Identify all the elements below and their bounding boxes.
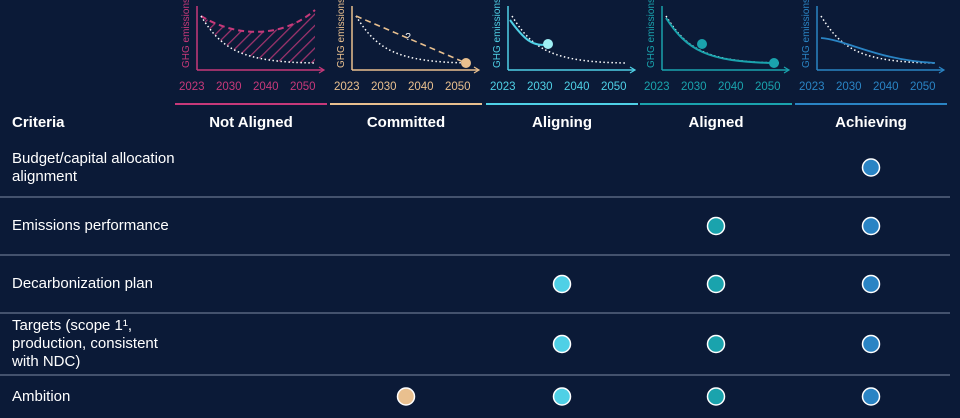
criterion-dot bbox=[706, 274, 726, 294]
x-tick-label: 2030 bbox=[216, 81, 242, 93]
x-tick-label: 2050 bbox=[910, 81, 936, 93]
criterion-dot bbox=[552, 387, 572, 406]
x-tick-label: 2030 bbox=[371, 81, 397, 93]
reference-curve bbox=[820, 15, 936, 64]
axis-arrow bbox=[938, 66, 946, 74]
x-tick-label: 2040 bbox=[253, 81, 279, 93]
x-tick-label: 2050 bbox=[601, 81, 627, 93]
x-tick-label: 2030 bbox=[681, 81, 707, 93]
rising-path bbox=[200, 9, 316, 33]
criterion-dot bbox=[706, 387, 726, 406]
criteria-header: Criteria bbox=[12, 114, 65, 131]
criterion-dot bbox=[861, 334, 881, 354]
x-tick-label: 2050 bbox=[290, 81, 316, 93]
reference-curve bbox=[355, 15, 471, 64]
annotation: ? bbox=[405, 32, 411, 43]
row-label: Emissions performance bbox=[12, 217, 169, 234]
criterion-dot bbox=[706, 216, 726, 236]
x-tick-label: 2030 bbox=[527, 81, 553, 93]
x-tick-label: 2040 bbox=[564, 81, 590, 93]
x-tick-label: 2023 bbox=[334, 81, 360, 93]
milestone-dot bbox=[697, 39, 707, 49]
criterion-dot bbox=[552, 274, 572, 294]
x-tick-label: 2050 bbox=[755, 81, 781, 93]
actual-path bbox=[665, 17, 775, 64]
criterion-dot bbox=[396, 387, 416, 406]
x-tick-label: 2023 bbox=[799, 81, 825, 93]
actual-path bbox=[820, 37, 936, 64]
reference-curve bbox=[511, 15, 627, 64]
column-title: Achieving bbox=[835, 114, 907, 131]
x-tick-label: 2023 bbox=[179, 81, 205, 93]
milestone-dot bbox=[543, 39, 553, 49]
column-title: Aligned bbox=[689, 114, 744, 131]
criterion-dot bbox=[861, 216, 881, 236]
row-label: Ambition bbox=[12, 387, 71, 405]
actual-path bbox=[509, 19, 549, 46]
x-tick-label: 2040 bbox=[718, 81, 744, 93]
y-axis-label: GHG emissions bbox=[801, 0, 812, 68]
x-tick-label: 2050 bbox=[445, 81, 471, 93]
criterion-dot bbox=[552, 334, 572, 354]
x-tick-label: 2040 bbox=[873, 81, 899, 93]
axis-arrow bbox=[783, 66, 791, 74]
criterion-dot bbox=[706, 334, 726, 354]
x-tick-label: 2023 bbox=[644, 81, 670, 93]
x-tick-label: 2030 bbox=[836, 81, 862, 93]
reference-curve bbox=[200, 15, 316, 64]
axis-arrow bbox=[318, 66, 326, 74]
axis-arrow bbox=[473, 66, 481, 74]
y-axis-label: GHG emissions bbox=[492, 0, 503, 68]
criterion-dot bbox=[861, 387, 881, 406]
axis-arrow bbox=[629, 66, 637, 74]
column-title: Aligning bbox=[532, 114, 592, 131]
y-axis-label: GHG emissions bbox=[646, 0, 657, 68]
criterion-dot bbox=[861, 274, 881, 294]
x-tick-label: 2040 bbox=[408, 81, 434, 93]
row-label: Targets (scope 1¹, production, consisten… bbox=[12, 317, 158, 370]
target-dot bbox=[461, 58, 471, 68]
criterion-dot bbox=[861, 158, 881, 177]
y-axis-label: GHG emissions bbox=[336, 0, 347, 68]
target-dot bbox=[769, 58, 779, 68]
committed-path bbox=[355, 15, 467, 64]
y-axis-label: GHG emissions bbox=[181, 0, 192, 68]
column-title: Committed bbox=[367, 114, 445, 131]
row-label: Budget/capital allocation alignment bbox=[12, 149, 175, 185]
hatched-gap bbox=[201, 10, 315, 63]
column-title: Not Aligned bbox=[209, 114, 293, 131]
row-label: Decarbonization plan bbox=[12, 275, 153, 292]
x-tick-label: 2023 bbox=[490, 81, 516, 93]
